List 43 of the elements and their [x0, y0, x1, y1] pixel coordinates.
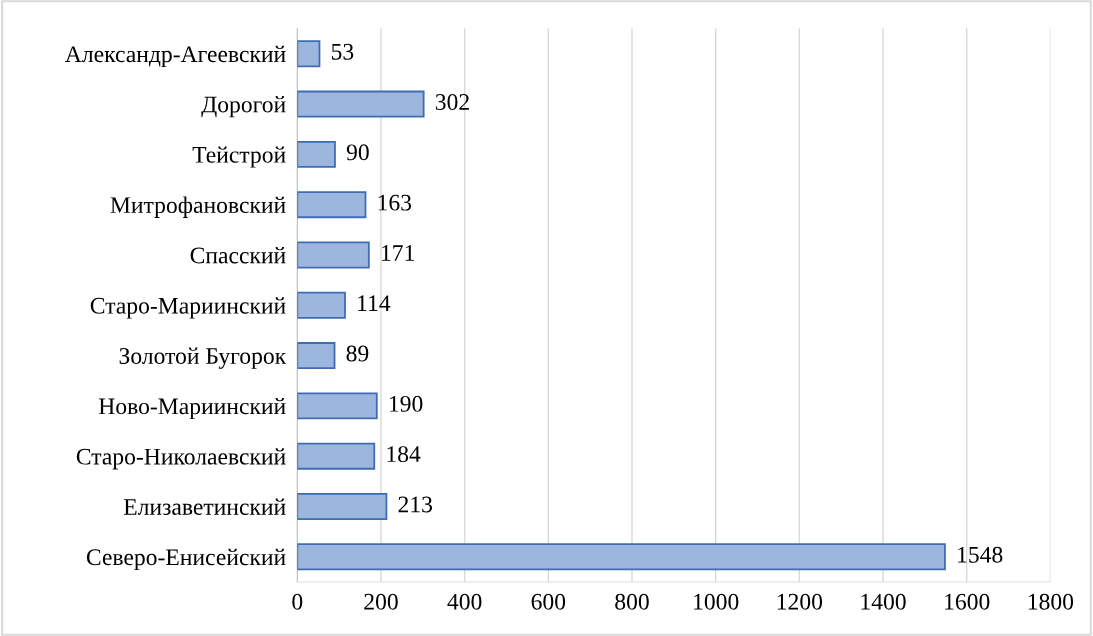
- data-label: 184: [387, 446, 421, 463]
- data-label: 1548: [958, 546, 1003, 563]
- y-tick-label: Северо-Енисейский: [86, 548, 286, 571]
- x-tick-label: 0: [292, 593, 303, 610]
- x-tick-label: 400: [447, 593, 482, 610]
- bar: [297, 191, 367, 219]
- data-label: 171: [382, 245, 414, 261]
- data-label: 163: [378, 194, 412, 211]
- data-label: 89: [346, 345, 369, 362]
- y-tick-label: Старо-Мариинский: [90, 297, 286, 319]
- y-tick-label: Митрофановский: [110, 196, 286, 218]
- bar: [297, 140, 336, 168]
- x-tick-label: 1000: [694, 593, 739, 610]
- y-tick-label: Елизаветинский: [123, 498, 286, 515]
- y-tick-label: Тейстрой: [192, 146, 286, 168]
- bar: [297, 241, 370, 269]
- data-label: 114: [358, 295, 391, 311]
- bar: [297, 342, 336, 370]
- bar: [297, 493, 388, 520]
- data-label: 213: [398, 496, 433, 513]
- y-tick-label: Дорогой: [201, 96, 286, 118]
- data-label: 90: [346, 144, 369, 161]
- x-tick-label: 1600: [945, 593, 990, 610]
- x-tick-label: 800: [615, 593, 649, 610]
- bar: [297, 392, 378, 420]
- y-tick-label: Ново-Мариинский: [98, 397, 286, 420]
- y-tick-label: Александр-Агеевский: [65, 45, 286, 67]
- x-tick-label: 200: [364, 593, 398, 610]
- data-label: 53: [331, 43, 354, 60]
- bar: [297, 543, 946, 571]
- x-tick-label: 1200: [777, 593, 823, 610]
- x-tick-label: 600: [531, 593, 566, 610]
- data-label: 190: [389, 395, 423, 412]
- x-tick-label: 1800: [1028, 593, 1074, 610]
- bar: [297, 90, 425, 118]
- y-tick-label: Старо-Николаевский: [76, 448, 286, 470]
- data-label: 302: [435, 94, 469, 110]
- bar: [297, 442, 376, 470]
- y-tick-label: Спасский: [190, 247, 286, 264]
- x-tick-label: 1400: [861, 593, 906, 610]
- bar: [297, 291, 346, 319]
- y-tick-label: Золотой Бугорок: [119, 347, 287, 369]
- bar: [297, 40, 321, 68]
